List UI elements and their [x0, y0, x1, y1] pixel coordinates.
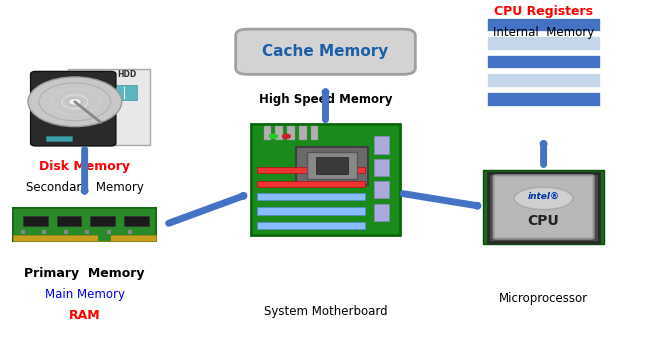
Text: Cache Memory: Cache Memory	[262, 44, 389, 59]
FancyBboxPatch shape	[124, 216, 149, 226]
Text: Internal  Memory: Internal Memory	[493, 26, 594, 39]
FancyBboxPatch shape	[23, 216, 48, 226]
FancyBboxPatch shape	[13, 235, 156, 241]
Circle shape	[283, 134, 290, 138]
FancyBboxPatch shape	[31, 71, 116, 146]
FancyBboxPatch shape	[316, 157, 348, 174]
FancyBboxPatch shape	[257, 167, 365, 172]
FancyBboxPatch shape	[257, 207, 365, 215]
Text: Main Memory: Main Memory	[45, 288, 124, 301]
FancyBboxPatch shape	[257, 181, 365, 187]
Text: RAM: RAM	[69, 309, 100, 322]
FancyBboxPatch shape	[486, 92, 600, 107]
FancyBboxPatch shape	[57, 216, 81, 226]
FancyBboxPatch shape	[486, 36, 600, 51]
Text: CPU: CPU	[528, 215, 559, 228]
Ellipse shape	[514, 187, 573, 209]
FancyBboxPatch shape	[42, 230, 46, 234]
FancyBboxPatch shape	[46, 136, 72, 141]
FancyBboxPatch shape	[488, 172, 599, 242]
FancyBboxPatch shape	[299, 126, 307, 140]
FancyBboxPatch shape	[98, 234, 111, 241]
FancyBboxPatch shape	[64, 230, 68, 234]
FancyBboxPatch shape	[257, 222, 365, 229]
FancyBboxPatch shape	[483, 170, 604, 244]
FancyBboxPatch shape	[68, 69, 150, 145]
FancyBboxPatch shape	[311, 126, 318, 140]
FancyBboxPatch shape	[486, 73, 600, 88]
Circle shape	[28, 77, 122, 127]
FancyBboxPatch shape	[287, 126, 295, 140]
FancyBboxPatch shape	[486, 18, 600, 32]
FancyBboxPatch shape	[486, 55, 600, 69]
FancyBboxPatch shape	[374, 181, 389, 198]
FancyBboxPatch shape	[374, 136, 389, 154]
FancyBboxPatch shape	[264, 126, 271, 140]
Text: intel®: intel®	[527, 192, 560, 201]
FancyBboxPatch shape	[257, 193, 365, 200]
Text: Secondary  Memory: Secondary Memory	[25, 181, 144, 194]
Text: HDD: HDD	[117, 70, 137, 79]
FancyBboxPatch shape	[307, 152, 357, 179]
Text: Disk Memory: Disk Memory	[39, 160, 130, 174]
FancyBboxPatch shape	[107, 230, 111, 234]
FancyBboxPatch shape	[236, 29, 415, 75]
FancyBboxPatch shape	[85, 230, 89, 234]
FancyBboxPatch shape	[90, 216, 115, 226]
FancyBboxPatch shape	[296, 147, 368, 185]
FancyBboxPatch shape	[13, 208, 156, 241]
FancyBboxPatch shape	[21, 230, 25, 234]
FancyBboxPatch shape	[88, 85, 137, 100]
FancyBboxPatch shape	[493, 175, 594, 239]
FancyBboxPatch shape	[275, 126, 283, 140]
Text: Microprocessor: Microprocessor	[499, 292, 588, 305]
FancyBboxPatch shape	[374, 204, 389, 221]
Text: High Speed Memory: High Speed Memory	[258, 93, 393, 106]
FancyBboxPatch shape	[251, 124, 400, 235]
Text: System Motherboard: System Motherboard	[264, 305, 387, 318]
Text: CPU Registers: CPU Registers	[494, 5, 593, 18]
FancyBboxPatch shape	[374, 159, 389, 176]
FancyBboxPatch shape	[128, 230, 132, 234]
Circle shape	[68, 98, 81, 105]
Text: Primary  Memory: Primary Memory	[24, 267, 145, 280]
Circle shape	[270, 134, 277, 138]
